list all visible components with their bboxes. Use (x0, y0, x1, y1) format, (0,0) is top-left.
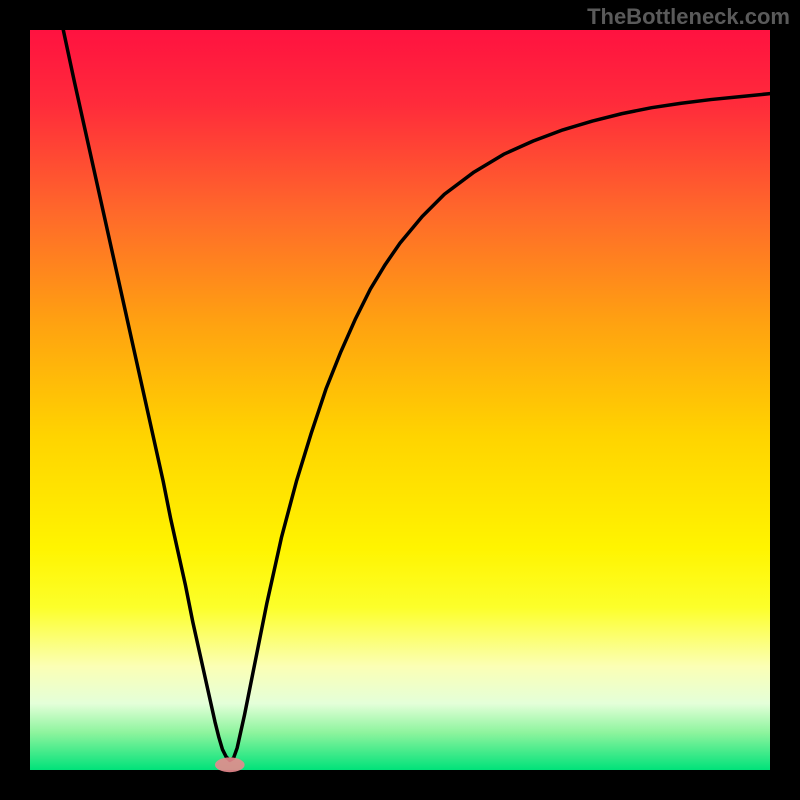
watermark-text: TheBottleneck.com (587, 4, 790, 30)
chart-svg (0, 0, 800, 800)
minimum-marker (215, 757, 245, 772)
plot-area (30, 30, 770, 770)
chart-container: TheBottleneck.com (0, 0, 800, 800)
